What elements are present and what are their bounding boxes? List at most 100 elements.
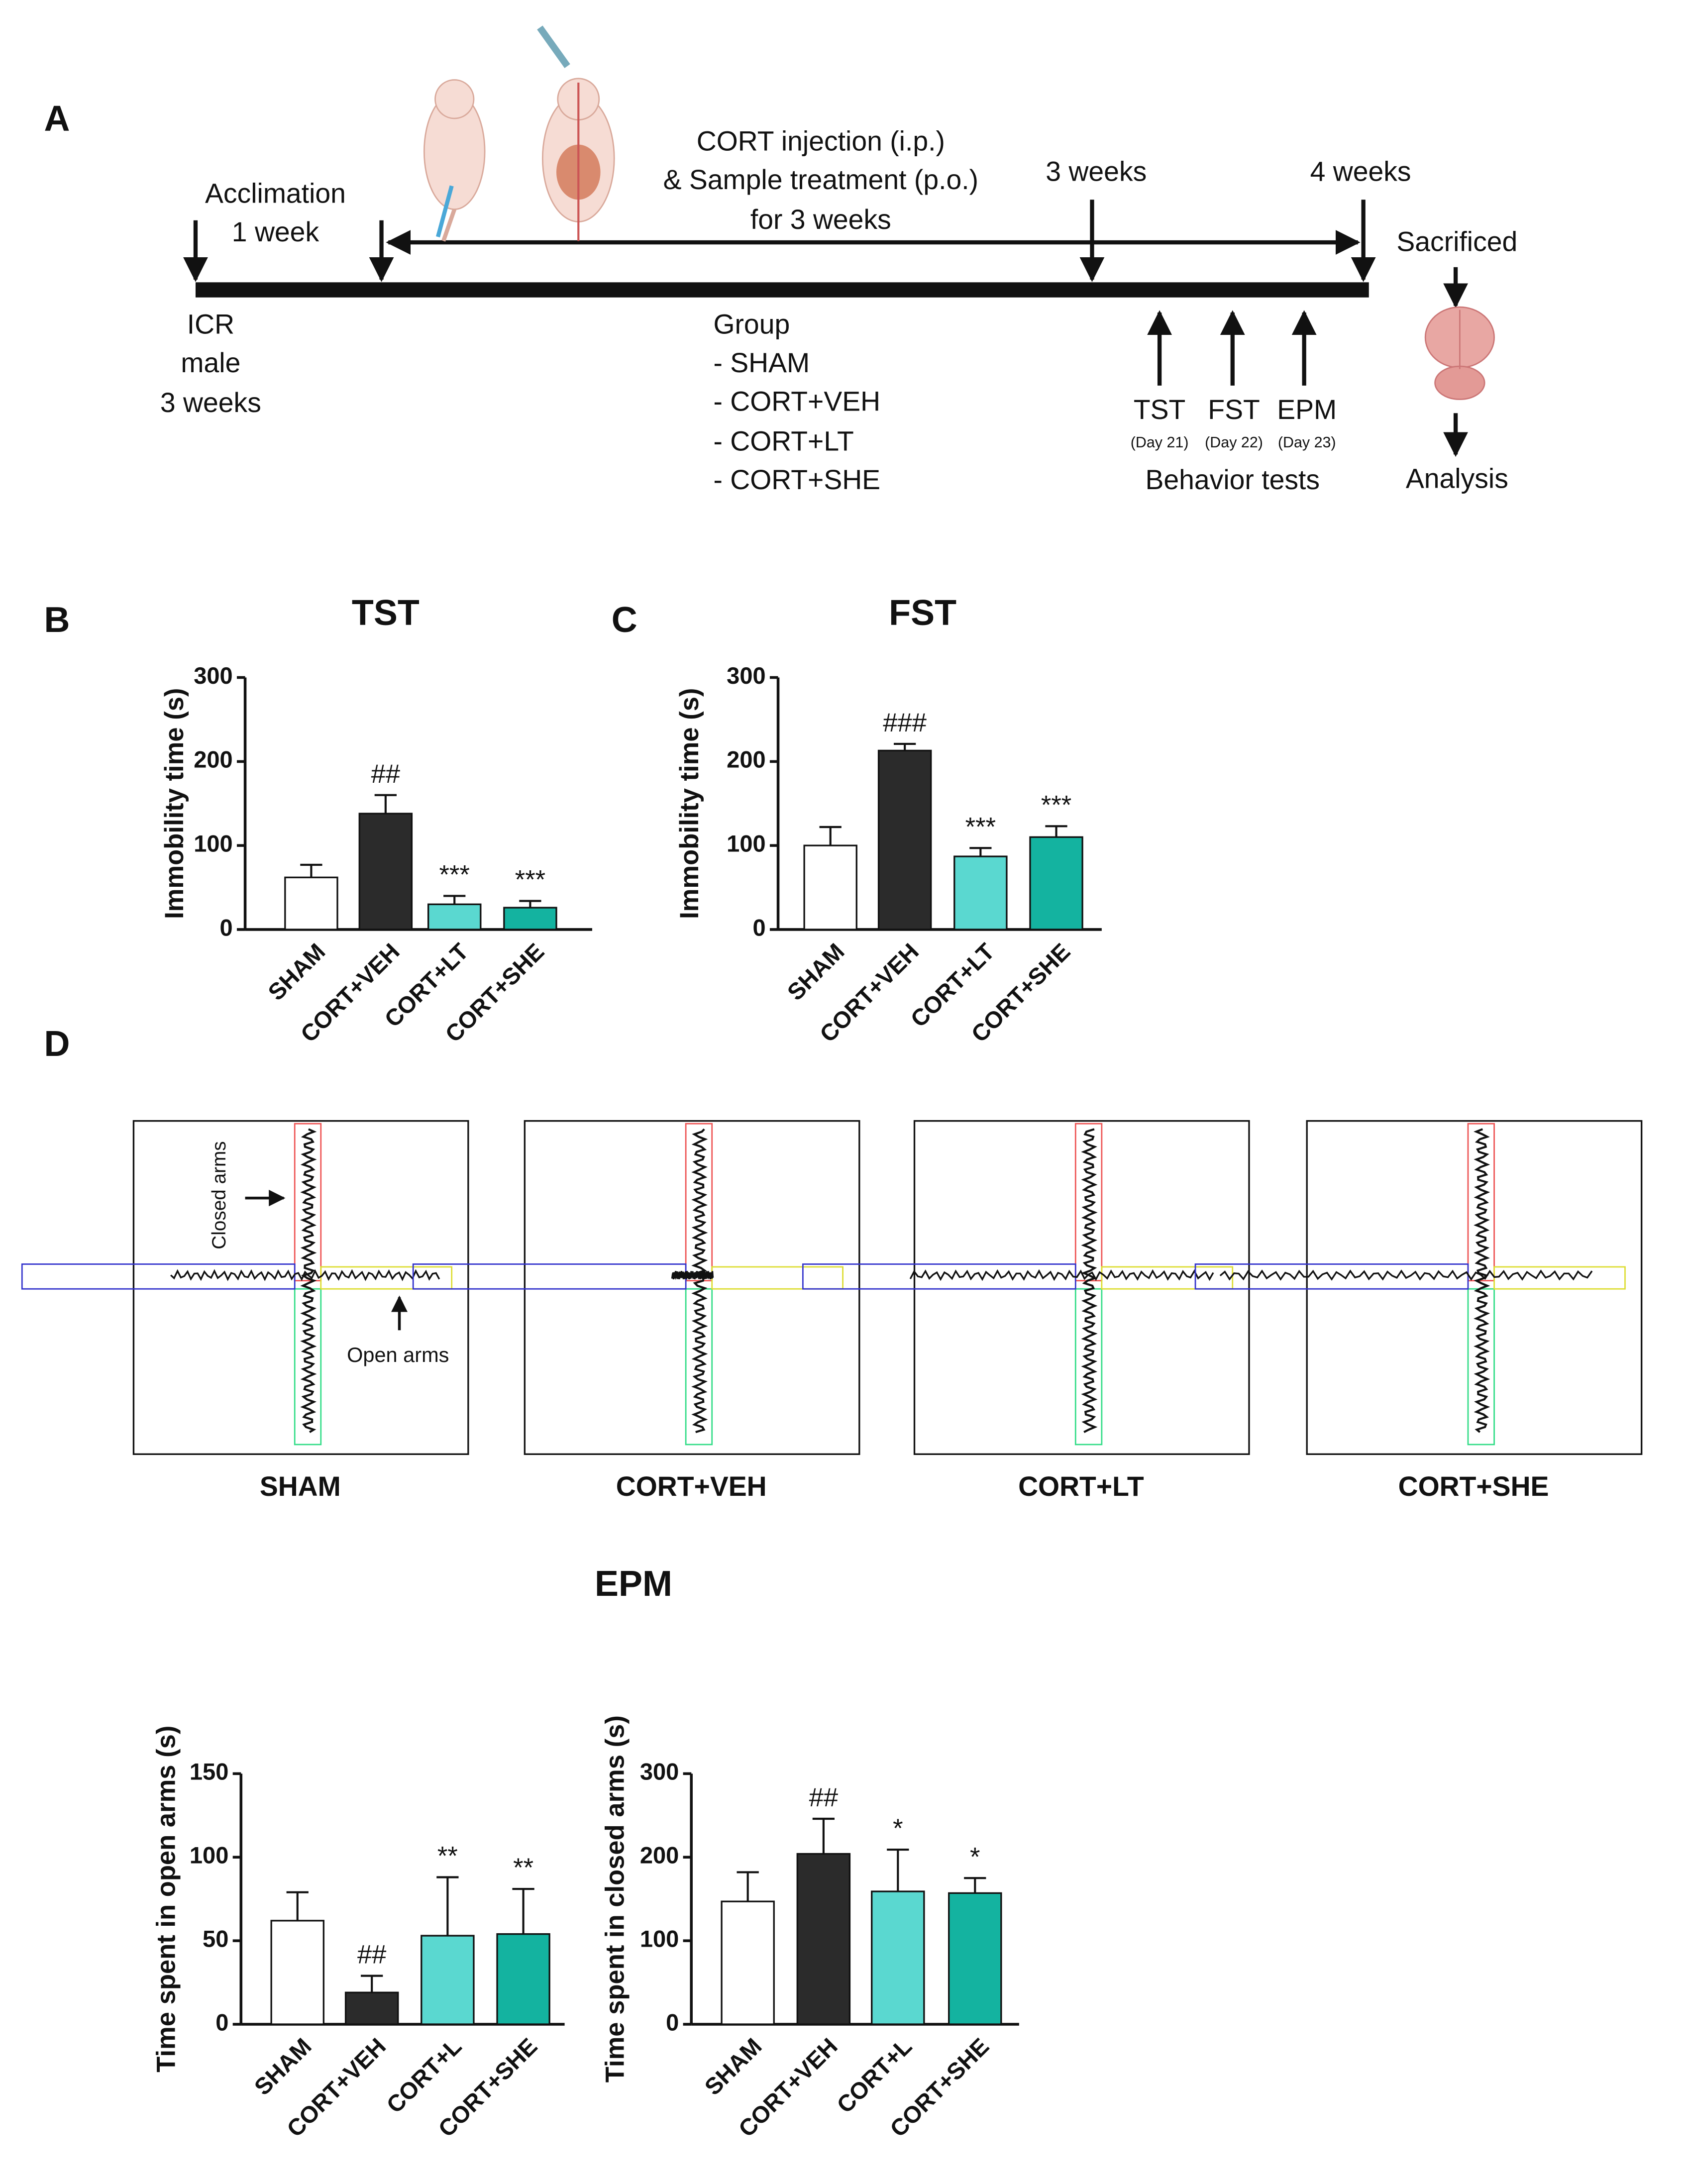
y-tick-label: 0: [666, 2009, 679, 2035]
timeline-text: 1 week: [232, 216, 319, 247]
test-day: (Day 22): [1205, 434, 1263, 451]
test-name: EPM: [1277, 394, 1337, 425]
bar: [284, 876, 338, 931]
bar: [948, 1892, 1002, 2025]
panel-label: C: [612, 600, 637, 640]
track-trace: [1474, 1128, 1490, 1433]
track-label: SHAM: [260, 1471, 341, 1502]
bar: [796, 1853, 851, 2025]
significance-label: **: [437, 1842, 458, 1871]
timeline-text: & Sample treatment (p.o.): [663, 164, 978, 195]
closed-arm: [294, 1123, 322, 1282]
track-box: [1306, 1120, 1643, 1455]
y-axis-label: Time spent in open arms (s): [152, 1726, 181, 2073]
bar: [421, 1935, 475, 2025]
open-arm: [1101, 1266, 1234, 1290]
timeline-text: Acclimation: [205, 178, 346, 209]
panel-label: A: [44, 99, 70, 139]
test-day: (Day 21): [1131, 434, 1189, 451]
track-trace: [671, 1270, 714, 1280]
timeline-text: CORT injection (i.p.): [697, 125, 945, 156]
y-axis-label: Immobility time (s): [675, 688, 704, 919]
y-tick-label: 200: [640, 1842, 679, 1869]
timeline-text: 3 weeks: [1046, 156, 1147, 187]
track-trace: [170, 1269, 440, 1281]
group-text: - CORT+SHE: [713, 464, 880, 495]
group-text: - CORT+VEH: [713, 386, 880, 416]
open-arm: [1194, 1263, 1469, 1290]
chart-title: EPM: [595, 1564, 672, 1604]
panel-label: D: [44, 1024, 70, 1064]
closed-arm: [294, 1288, 322, 1446]
significance-label: ##: [357, 1940, 386, 1970]
test-name: TST: [1134, 394, 1186, 425]
bar: [270, 1920, 324, 2025]
y-tick-label: 300: [194, 662, 232, 689]
timeline-bar: [195, 282, 1369, 298]
arm-label: Closed arms: [209, 1141, 230, 1249]
timeline-text: 3 weeks: [160, 387, 261, 418]
y-tick-label: 0: [220, 914, 233, 940]
track-label: CORT+SHE: [1398, 1471, 1549, 1502]
track-box: [524, 1120, 860, 1455]
brain-illustration: [1424, 306, 1495, 400]
group-text: - SHAM: [713, 347, 810, 378]
significance-label: **: [513, 1853, 533, 1882]
y-tick-label: 100: [727, 831, 765, 857]
y-tick-label: 200: [194, 746, 232, 773]
track-trace: [691, 1128, 708, 1434]
y-tick-label: 300: [640, 1759, 679, 1785]
test-name: FST: [1208, 394, 1260, 425]
y-tick-label: 0: [752, 914, 765, 940]
bar: [503, 907, 557, 931]
bar: [871, 1890, 925, 2025]
open-arm: [320, 1266, 453, 1290]
bar: [1029, 836, 1083, 931]
bar: [721, 1900, 775, 2025]
y-tick-label: 100: [190, 1842, 228, 1869]
track-label: CORT+VEH: [616, 1471, 767, 1502]
bar: [877, 749, 932, 931]
significance-label: ***: [515, 865, 545, 895]
y-tick-label: 50: [203, 1926, 228, 1952]
track-trace: [1081, 1128, 1098, 1433]
bar: [344, 1991, 399, 2025]
track-label: CORT+LT: [1018, 1471, 1144, 1502]
significance-label: ***: [965, 812, 996, 841]
track-trace: [300, 1128, 317, 1433]
timeline: [183, 200, 1468, 457]
significance-label: ***: [439, 860, 470, 890]
track-box: [913, 1120, 1250, 1455]
significance-label: ***: [1041, 790, 1071, 820]
group-text: - CORT+LT: [713, 426, 853, 457]
y-axis-label: Time spent in closed arms (s): [601, 1715, 630, 2082]
bar: [358, 813, 413, 931]
track-trace: [1219, 1269, 1593, 1281]
significance-label: ###: [883, 708, 927, 737]
chart-title: TST: [352, 593, 420, 633]
test-day: (Day 23): [1278, 434, 1336, 451]
timeline-text: 4 weeks: [1310, 156, 1411, 187]
bar: [953, 855, 1008, 931]
timeline-text: Analysis: [1406, 463, 1508, 494]
significance-label: *: [893, 1814, 903, 1843]
y-tick-label: 200: [727, 746, 765, 773]
track-trace: [909, 1269, 1214, 1281]
closed-arm: [685, 1288, 713, 1446]
y-axis-label: Immobility time (s): [160, 688, 189, 919]
chart-title: FST: [889, 593, 956, 633]
timeline-text: ICR: [187, 309, 234, 339]
bar: [803, 844, 857, 931]
track-box: [132, 1120, 469, 1455]
timeline-text: Sacrificed: [1396, 226, 1517, 257]
y-tick-label: 100: [194, 831, 232, 857]
significance-label: ##: [371, 759, 400, 789]
group-text: Group: [713, 309, 790, 339]
significance-label: ##: [809, 1783, 838, 1812]
open-arm: [21, 1263, 296, 1290]
y-tick-label: 100: [640, 1926, 679, 1952]
y-tick-label: 300: [727, 662, 765, 689]
bar: [427, 903, 482, 931]
